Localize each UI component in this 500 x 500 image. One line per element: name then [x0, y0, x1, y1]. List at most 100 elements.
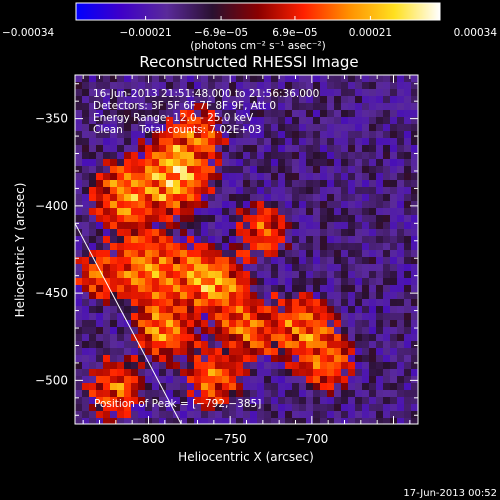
heatmap-cell [285, 278, 293, 286]
heatmap-cell [257, 334, 265, 342]
heatmap-cell [348, 201, 356, 209]
heatmap-cell [187, 411, 195, 419]
heatmap-cell [341, 194, 349, 202]
heatmap-cell [362, 208, 370, 216]
heatmap-cell [75, 404, 83, 412]
heatmap-cell [159, 166, 167, 174]
heatmap-cell [222, 299, 230, 307]
heatmap-cell [376, 152, 384, 160]
heatmap-cell [348, 208, 356, 216]
heatmap-cell [299, 320, 307, 328]
heatmap-cell [285, 215, 293, 223]
heatmap-cell [152, 124, 160, 132]
heatmap-cell [201, 411, 209, 419]
heatmap-cell [306, 348, 314, 356]
colorbar-unit-label: (photons cm⁻² s⁻¹ asec⁻²) [190, 40, 325, 52]
heatmap-cell [222, 390, 230, 398]
heatmap-cell [362, 341, 370, 349]
heatmap-cell [264, 250, 272, 258]
heatmap-cell [117, 376, 125, 384]
heatmap-cell [208, 404, 216, 412]
heatmap-cell [397, 173, 405, 181]
heatmap-cell [362, 110, 370, 118]
heatmap-cell [222, 152, 230, 160]
heatmap-cell [285, 362, 293, 370]
heatmap-cell [152, 383, 160, 391]
heatmap-cell [264, 306, 272, 314]
heatmap-cell [145, 264, 153, 272]
x-tick-label: −700 [295, 432, 328, 446]
heatmap-cell [320, 250, 328, 258]
heatmap-cell [271, 159, 279, 167]
heatmap-cell [208, 278, 216, 286]
heatmap-cell [369, 292, 377, 300]
heatmap-cell [117, 264, 125, 272]
heatmap-cell [334, 418, 342, 424]
heatmap-cell [124, 348, 132, 356]
heatmap-cell [278, 327, 286, 335]
heatmap-cell [383, 250, 391, 258]
heatmap-cell [222, 159, 230, 167]
heatmap-cell [131, 173, 139, 181]
heatmap-cell [320, 138, 328, 146]
heatmap-cell [348, 320, 356, 328]
heatmap-cell [299, 383, 307, 391]
heatmap-cell [208, 320, 216, 328]
heatmap-cell [411, 159, 418, 167]
heatmap-cell [292, 362, 300, 370]
heatmap-cell [369, 278, 377, 286]
heatmap-cell [327, 383, 335, 391]
heatmap-cell [103, 159, 111, 167]
heatmap-cell [82, 383, 90, 391]
heatmap-cell [404, 376, 412, 384]
heatmap-cell [411, 348, 418, 356]
heatmap-cell [397, 75, 405, 83]
heatmap-cell [313, 110, 321, 118]
heatmap-cell [397, 257, 405, 265]
heatmap-cell [159, 320, 167, 328]
heatmap-cell [96, 145, 104, 153]
heatmap-cell [355, 124, 363, 132]
heatmap-cell [299, 418, 307, 424]
heatmap-cell [355, 369, 363, 377]
heatmap-cell [306, 166, 314, 174]
heatmap-cell [201, 299, 209, 307]
heatmap-cell [348, 285, 356, 293]
heatmap-cell [215, 96, 223, 104]
heatmap-cell [397, 180, 405, 188]
heatmap-cell [376, 187, 384, 195]
heatmap-cell [355, 89, 363, 97]
heatmap-cell [194, 292, 202, 300]
heatmap-cell [117, 180, 125, 188]
heatmap-cell [299, 110, 307, 118]
heatmap-cell [383, 110, 391, 118]
heatmap-cell [383, 404, 391, 412]
heatmap-cell [313, 208, 321, 216]
heatmap-cell [306, 194, 314, 202]
heatmap-cell [201, 96, 209, 104]
heatmap-cell [411, 341, 418, 349]
heatmap-cell [201, 418, 209, 424]
heatmap-cell [250, 173, 258, 181]
heatmap-cell [201, 292, 209, 300]
heatmap-cell [110, 215, 118, 223]
heatmap-cell [103, 201, 111, 209]
heatmap-cell [257, 397, 265, 405]
heatmap-cell [103, 222, 111, 230]
heatmap-cell [152, 152, 160, 160]
heatmap-cell [355, 229, 363, 237]
heatmap-cell [145, 215, 153, 223]
heatmap-cell [110, 152, 118, 160]
heatmap-cell [194, 404, 202, 412]
heatmap-cell [299, 180, 307, 188]
heatmap-cell [131, 229, 139, 237]
heatmap-cell [131, 355, 139, 363]
heatmap-cell [138, 82, 146, 90]
heatmap-cell [173, 96, 181, 104]
heatmap-cell [159, 250, 167, 258]
heatmap-cell [96, 159, 104, 167]
heatmap-cell [383, 124, 391, 132]
heatmap-cell [313, 271, 321, 279]
heatmap-cell [334, 187, 342, 195]
heatmap-cell [229, 341, 237, 349]
